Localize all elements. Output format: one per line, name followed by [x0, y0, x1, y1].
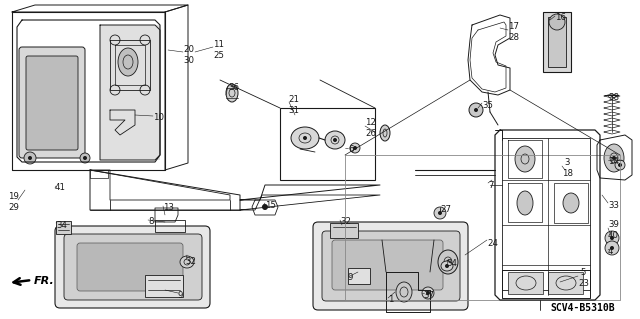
- Ellipse shape: [226, 84, 238, 102]
- Text: 19
29: 19 29: [8, 192, 19, 212]
- Text: 32: 32: [340, 218, 351, 226]
- Bar: [554, 183, 588, 223]
- Ellipse shape: [605, 231, 619, 245]
- FancyBboxPatch shape: [77, 243, 183, 291]
- Bar: [543, 12, 571, 72]
- Ellipse shape: [262, 204, 268, 210]
- Text: 34: 34: [446, 258, 457, 268]
- Text: 6: 6: [348, 145, 353, 154]
- Bar: [56, 221, 71, 234]
- Ellipse shape: [618, 163, 622, 167]
- Ellipse shape: [563, 193, 579, 213]
- Ellipse shape: [353, 146, 357, 150]
- Ellipse shape: [610, 236, 614, 240]
- Ellipse shape: [83, 156, 87, 160]
- Text: 38: 38: [608, 93, 619, 102]
- Ellipse shape: [291, 127, 319, 149]
- Bar: [548, 272, 583, 294]
- Ellipse shape: [118, 48, 138, 76]
- FancyBboxPatch shape: [64, 234, 202, 300]
- Ellipse shape: [24, 152, 36, 164]
- Ellipse shape: [604, 144, 624, 172]
- Ellipse shape: [517, 191, 533, 215]
- Text: 17
28: 17 28: [508, 22, 519, 42]
- Ellipse shape: [549, 14, 565, 30]
- FancyBboxPatch shape: [19, 47, 85, 158]
- Text: 36: 36: [228, 84, 239, 93]
- Ellipse shape: [438, 211, 442, 215]
- Text: 15: 15: [265, 201, 276, 210]
- Text: 12
26: 12 26: [365, 118, 376, 138]
- Text: 34: 34: [56, 220, 67, 229]
- FancyBboxPatch shape: [332, 240, 443, 290]
- Text: 4: 4: [608, 248, 614, 256]
- Ellipse shape: [445, 264, 449, 268]
- Text: 27: 27: [440, 205, 451, 214]
- Bar: [508, 272, 543, 294]
- Ellipse shape: [426, 291, 430, 295]
- Text: 8: 8: [148, 218, 154, 226]
- Text: 21
31: 21 31: [288, 95, 299, 115]
- Ellipse shape: [380, 125, 390, 141]
- Bar: [100, 25, 160, 160]
- Ellipse shape: [612, 156, 616, 160]
- Ellipse shape: [515, 146, 535, 172]
- Text: 14: 14: [608, 158, 619, 167]
- Text: 33: 33: [608, 201, 619, 210]
- Bar: [330, 223, 358, 238]
- Text: 3
18: 3 18: [562, 158, 573, 178]
- Text: 10: 10: [153, 114, 164, 122]
- Text: 9: 9: [348, 273, 353, 283]
- Text: 41: 41: [55, 183, 66, 192]
- Bar: [548, 17, 566, 67]
- Text: 11
25: 11 25: [213, 40, 224, 60]
- FancyBboxPatch shape: [322, 231, 460, 301]
- Text: 5
23: 5 23: [578, 268, 589, 288]
- Text: 7: 7: [488, 181, 493, 189]
- FancyBboxPatch shape: [55, 226, 210, 308]
- FancyBboxPatch shape: [313, 222, 468, 310]
- Bar: [502, 138, 590, 290]
- Text: SCV4-B5310B: SCV4-B5310B: [550, 303, 615, 313]
- Bar: [155, 220, 185, 232]
- Ellipse shape: [610, 246, 614, 250]
- Text: 39
40: 39 40: [608, 220, 619, 240]
- Ellipse shape: [438, 250, 458, 274]
- Ellipse shape: [434, 207, 446, 219]
- Bar: [280, 108, 375, 180]
- Text: 35: 35: [482, 100, 493, 109]
- Bar: [145, 275, 183, 297]
- Ellipse shape: [474, 108, 478, 112]
- Text: 20
30: 20 30: [183, 45, 194, 65]
- Ellipse shape: [615, 160, 625, 170]
- Ellipse shape: [350, 143, 360, 153]
- Ellipse shape: [333, 138, 337, 142]
- Text: 24: 24: [487, 239, 498, 248]
- Text: 16: 16: [555, 13, 566, 23]
- Ellipse shape: [605, 241, 619, 255]
- Ellipse shape: [325, 131, 345, 149]
- Text: 9: 9: [178, 291, 184, 300]
- Text: 1: 1: [388, 295, 394, 305]
- Ellipse shape: [422, 287, 434, 299]
- Ellipse shape: [469, 103, 483, 117]
- Ellipse shape: [396, 282, 412, 302]
- Ellipse shape: [303, 136, 307, 140]
- Bar: [348, 268, 370, 284]
- Ellipse shape: [446, 260, 450, 264]
- Ellipse shape: [441, 261, 453, 271]
- Ellipse shape: [80, 153, 90, 163]
- Text: FR.: FR.: [34, 276, 55, 286]
- Text: 32: 32: [185, 257, 196, 266]
- Text: 13: 13: [163, 204, 174, 212]
- FancyBboxPatch shape: [26, 56, 78, 150]
- Ellipse shape: [180, 256, 194, 268]
- Text: 37: 37: [423, 291, 434, 300]
- Ellipse shape: [28, 156, 32, 160]
